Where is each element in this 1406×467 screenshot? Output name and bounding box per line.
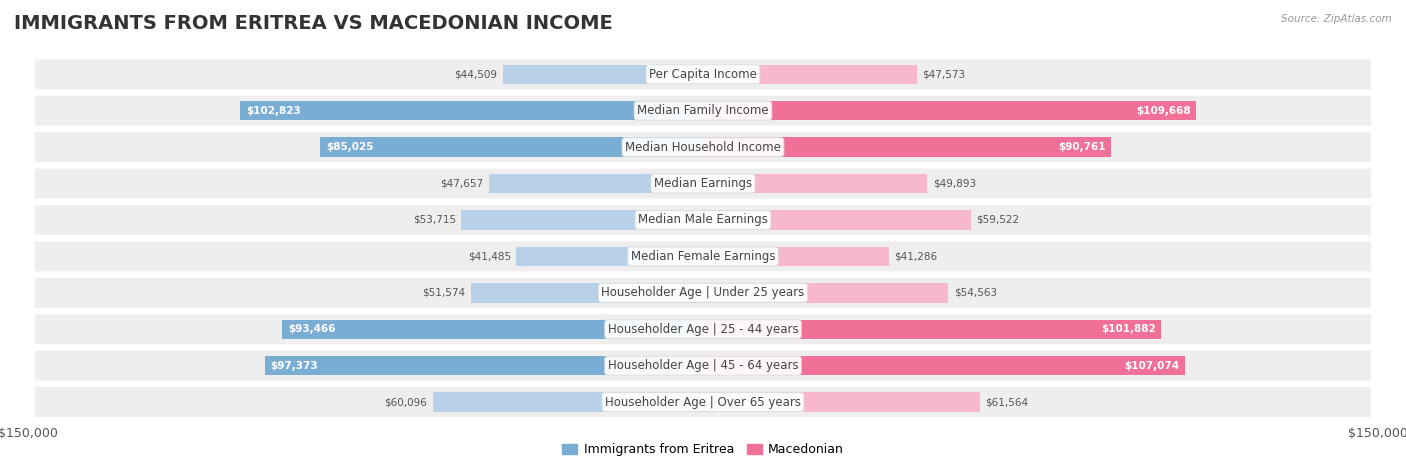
- Text: $60,096: $60,096: [384, 397, 427, 407]
- Text: $41,485: $41,485: [468, 251, 510, 262]
- Bar: [433, 392, 703, 412]
- Text: $101,882: $101,882: [1101, 324, 1156, 334]
- Text: $85,025: $85,025: [326, 142, 374, 152]
- Text: $61,564: $61,564: [986, 397, 1029, 407]
- Bar: [703, 319, 1161, 339]
- Bar: [516, 247, 703, 266]
- Text: $109,668: $109,668: [1136, 106, 1191, 116]
- Text: Householder Age | 25 - 44 years: Householder Age | 25 - 44 years: [607, 323, 799, 336]
- FancyBboxPatch shape: [35, 169, 1371, 198]
- Text: $59,522: $59,522: [976, 215, 1019, 225]
- FancyBboxPatch shape: [35, 387, 1371, 417]
- Text: Median Female Earnings: Median Female Earnings: [631, 250, 775, 263]
- Text: $47,573: $47,573: [922, 69, 966, 79]
- Text: $54,563: $54,563: [953, 288, 997, 298]
- Bar: [321, 137, 703, 157]
- Text: $49,893: $49,893: [932, 178, 976, 189]
- Text: Median Male Earnings: Median Male Earnings: [638, 213, 768, 226]
- Bar: [703, 392, 980, 412]
- Bar: [703, 64, 917, 84]
- FancyBboxPatch shape: [35, 314, 1371, 344]
- Text: $53,715: $53,715: [413, 215, 456, 225]
- Text: Median Earnings: Median Earnings: [654, 177, 752, 190]
- Bar: [703, 137, 1111, 157]
- FancyBboxPatch shape: [35, 205, 1371, 235]
- Bar: [264, 356, 703, 375]
- Text: $41,286: $41,286: [894, 251, 938, 262]
- Bar: [703, 283, 949, 303]
- Text: Householder Age | Under 25 years: Householder Age | Under 25 years: [602, 286, 804, 299]
- Text: $47,657: $47,657: [440, 178, 484, 189]
- Text: $90,761: $90,761: [1059, 142, 1107, 152]
- Bar: [503, 64, 703, 84]
- FancyBboxPatch shape: [35, 132, 1371, 162]
- Text: IMMIGRANTS FROM ERITREA VS MACEDONIAN INCOME: IMMIGRANTS FROM ERITREA VS MACEDONIAN IN…: [14, 14, 613, 33]
- Bar: [703, 210, 970, 230]
- Text: Median Family Income: Median Family Income: [637, 104, 769, 117]
- Legend: Immigrants from Eritrea, Macedonian: Immigrants from Eritrea, Macedonian: [557, 439, 849, 461]
- Bar: [471, 283, 703, 303]
- Bar: [703, 356, 1185, 375]
- Bar: [461, 210, 703, 230]
- Text: $107,074: $107,074: [1125, 361, 1180, 371]
- Bar: [703, 101, 1197, 120]
- Text: Median Household Income: Median Household Income: [626, 141, 780, 154]
- Text: $93,466: $93,466: [288, 324, 336, 334]
- Bar: [703, 247, 889, 266]
- Text: $97,373: $97,373: [270, 361, 318, 371]
- Text: Per Capita Income: Per Capita Income: [650, 68, 756, 81]
- Text: $44,509: $44,509: [454, 69, 498, 79]
- FancyBboxPatch shape: [35, 59, 1371, 89]
- Text: Householder Age | Over 65 years: Householder Age | Over 65 years: [605, 396, 801, 409]
- FancyBboxPatch shape: [35, 241, 1371, 271]
- Bar: [283, 319, 703, 339]
- FancyBboxPatch shape: [35, 351, 1371, 381]
- Bar: [240, 101, 703, 120]
- Text: $102,823: $102,823: [246, 106, 301, 116]
- Bar: [703, 174, 928, 193]
- Bar: [488, 174, 703, 193]
- Text: Source: ZipAtlas.com: Source: ZipAtlas.com: [1281, 14, 1392, 24]
- Text: Householder Age | 45 - 64 years: Householder Age | 45 - 64 years: [607, 359, 799, 372]
- FancyBboxPatch shape: [35, 278, 1371, 308]
- Text: $51,574: $51,574: [422, 288, 465, 298]
- FancyBboxPatch shape: [35, 96, 1371, 126]
